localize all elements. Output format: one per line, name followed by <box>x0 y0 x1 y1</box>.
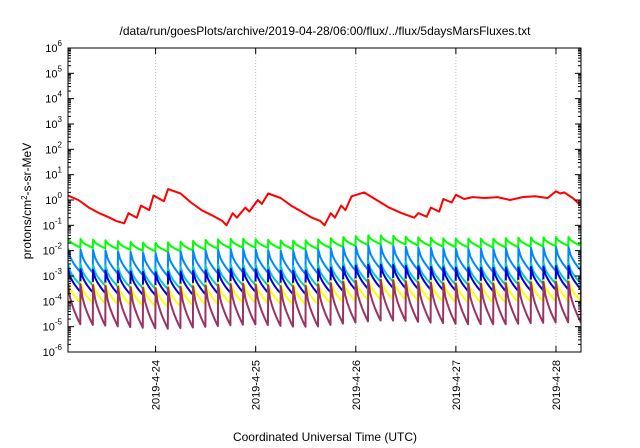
series-line-0 <box>68 188 581 227</box>
x-tick-label: 2019-4-24 <box>151 360 163 410</box>
y-tick-label: 10-6 <box>43 343 63 359</box>
series-line-1 <box>68 234 581 253</box>
x-tick-label: 2019-4-28 <box>551 360 563 410</box>
x-tick-label: 2019-4-27 <box>451 360 463 410</box>
y-tick-label: 10-2 <box>43 242 63 258</box>
y-tick-label: 101 <box>45 166 62 182</box>
data-series <box>68 188 581 330</box>
plot-frame <box>67 47 582 353</box>
chart-title: /data/run/goesPlots/archive/2019-04-28/0… <box>120 24 532 38</box>
y-tick-label: 100 <box>45 191 62 207</box>
x-tick-label: 2019-4-25 <box>251 360 263 410</box>
x-tick-label: 2019-4-26 <box>351 360 363 410</box>
axes: 2019-4-24 2019-4-25 2019-4-26 2019-4-27 2019… <box>43 39 582 410</box>
series-line-6 <box>68 278 581 330</box>
y-tick-label: 10-5 <box>43 318 63 334</box>
x-axis-label: Coordinated Universal Time (UTC) <box>233 430 417 444</box>
y-tick-label: 10-4 <box>43 292 63 308</box>
y-tick-label: 10-1 <box>43 216 63 232</box>
y-tick-label: 10-3 <box>43 267 63 283</box>
y-tick-label: 103 <box>45 115 62 131</box>
y-tick-label: 105 <box>45 64 62 80</box>
y-axis-label: protons/cm2-s-sr-MeV <box>20 143 35 259</box>
y-axis-label-sup: 2 <box>20 195 29 200</box>
y-tick-label: 106 <box>45 39 62 55</box>
y-axis-label-rest: -s-sr-MeV <box>20 143 34 196</box>
y-tick-label: 102 <box>45 140 62 156</box>
y-axis-label-main: protons/cm <box>20 200 34 259</box>
y-tick-label: 104 <box>45 90 62 106</box>
